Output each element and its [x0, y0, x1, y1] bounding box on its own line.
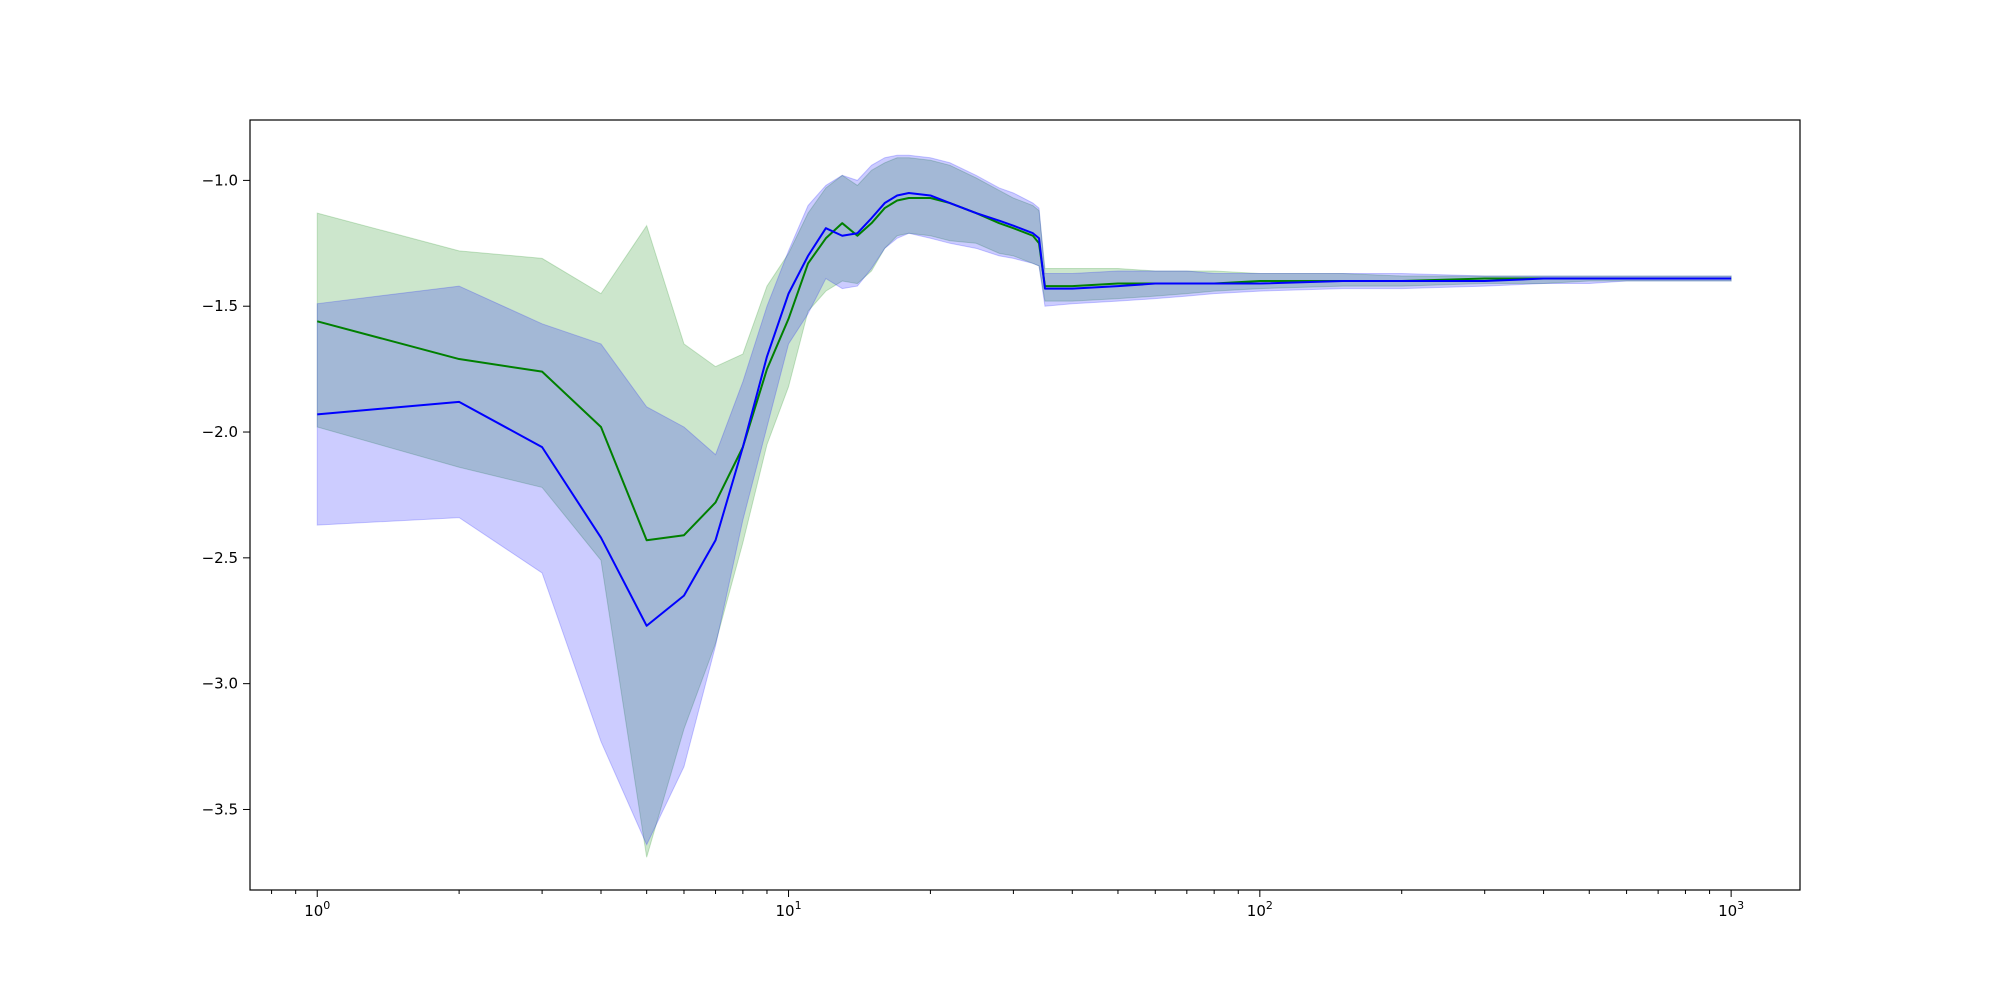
x-tick-exponent: 0 [323, 899, 330, 912]
y-tick-label: −2.0 [202, 423, 238, 441]
y-tick-label: −1.5 [202, 297, 238, 315]
y-tick-label: −2.5 [202, 549, 238, 567]
plot-frame [249, 119, 1801, 891]
y-tick-label: −1.0 [202, 171, 238, 189]
x-tick-exponent: 3 [1737, 899, 1744, 912]
y-axis: −1.0 −1.5 −2.0 −2.5 −3.0 −3.5 [202, 171, 250, 818]
series-1-band [316, 157, 1732, 858]
y-tick-label: −3.0 [202, 675, 238, 693]
series-2-band [316, 154, 1732, 846]
confidence-bands [316, 154, 1732, 858]
x-tick-exponent: 2 [1266, 899, 1273, 912]
series-2-line [317, 191, 1732, 627]
x-tick-exponent: 1 [795, 899, 802, 912]
series-lines [316, 191, 1732, 627]
y-tick-label: −3.5 [202, 800, 238, 818]
